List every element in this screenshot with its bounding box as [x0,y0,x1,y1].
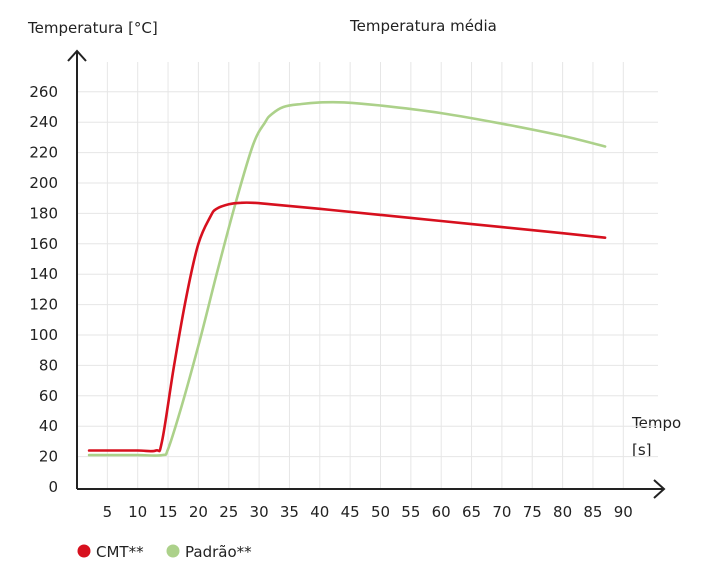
y-tick-label: 220 [29,144,58,162]
legend-label-cmt: CMT** [96,543,144,561]
x-tick-label: 85 [583,503,602,521]
y-axis-arrow [67,49,87,62]
x-tick-label: 15 [159,503,178,521]
y-tick-label: 260 [29,83,58,101]
y-tick-label: 40 [39,417,58,435]
y-tick-labels: 0 20 40 60 80 100 120 140 160 180 200 220 240 260 [29,83,58,496]
x-axis-unit: [s] [632,441,652,459]
series-lines [87,100,607,457]
x-tick-label: 35 [280,503,299,521]
y-tick-label: 240 [29,113,58,131]
x-tick-label: 90 [614,503,633,521]
y-tick-label: 0 [48,478,58,496]
x-tick-label: 45 [341,503,360,521]
x-tick-label: 5 [103,503,113,521]
x-axis-arrow [653,479,666,499]
y-tick-label: 140 [29,265,58,283]
y-tick-label: 60 [39,387,58,405]
legend-marker-padrao [166,544,180,558]
x-tick-label: 10 [128,503,147,521]
y-tick-label: 120 [29,296,58,314]
y-tick-label: 20 [39,448,58,466]
y-tick-label: 200 [29,174,58,192]
y-tick-label: 160 [29,235,58,253]
x-tick-label: 75 [523,503,542,521]
x-tick-label: 80 [553,503,572,521]
chart-title: Temperatura média [349,17,497,35]
x-tick-label: 30 [250,503,269,521]
x-tick-labels: 5 10 15 20 25 30 35 40 45 50 55 60 65 70 75 80 85 90 [103,503,633,521]
y-axis-label: Temperatura [°C] [27,19,158,37]
y-tick-label: 180 [29,204,58,222]
x-tick-label: 55 [401,503,420,521]
x-tick-label: 20 [189,503,208,521]
legend-marker-cmt [77,544,91,558]
x-tick-label: 50 [371,503,390,521]
series-line-cmt [87,201,607,453]
x-tick-label: 40 [310,503,329,521]
x-axis-label: Tempo [631,414,681,432]
x-tick-label: 60 [432,503,451,521]
x-tick-label: 70 [492,503,511,521]
y-tick-label: 80 [39,356,58,374]
legend: CMT** Padrão** [77,543,252,561]
x-tick-label: 25 [219,503,238,521]
y-tick-label: 100 [29,326,58,344]
x-tick-label: 65 [462,503,481,521]
series-line-padrao [87,100,607,457]
legend-label-padrao: Padrão** [185,543,252,561]
